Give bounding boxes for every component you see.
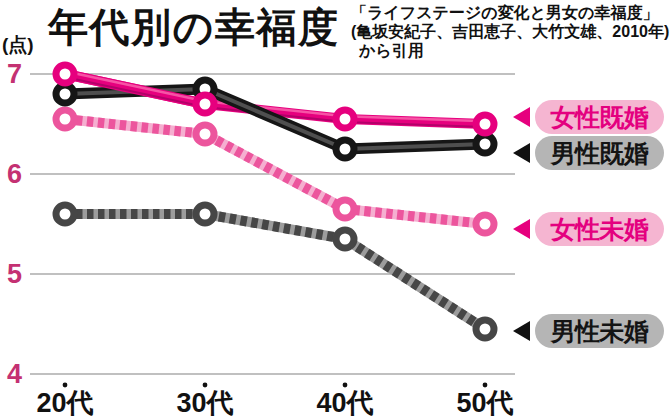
data-point-male-married xyxy=(336,140,354,158)
legend-label-female-single: 女性未婚 xyxy=(535,212,664,246)
series-line-female-single xyxy=(65,119,485,224)
data-point-female-single xyxy=(476,215,494,233)
legend-item-male-married: 男性既婚 xyxy=(513,136,664,170)
x-tick-label: 50代 xyxy=(456,388,513,418)
data-point-female-married xyxy=(336,110,354,128)
data-point-male-single xyxy=(476,320,494,338)
x-tick-label: 40代 xyxy=(316,388,373,418)
x-tick-dot xyxy=(63,383,68,388)
data-point-female-married xyxy=(476,115,494,133)
x-tick-dot xyxy=(203,383,208,388)
legend-arrow-left-icon xyxy=(513,143,530,163)
series-line-male-single xyxy=(65,214,485,329)
data-point-male-single xyxy=(56,205,74,223)
legend-item-female-single: 女性未婚 xyxy=(513,212,664,246)
data-point-female-single xyxy=(336,200,354,218)
legend-arrow-left-icon xyxy=(513,107,530,127)
data-point-female-single xyxy=(196,125,214,143)
y-tick-label: 4 xyxy=(7,359,22,389)
data-point-female-married xyxy=(56,65,74,83)
happiness-chart-page: 年代別の幸福度 「ライフステージの変化と男女の幸福度」 (亀坂安紀子、吉田恵子、… xyxy=(0,0,670,418)
data-point-female-single xyxy=(56,110,74,128)
legend-item-male-single: 男性未婚 xyxy=(513,314,664,348)
data-point-male-single xyxy=(336,230,354,248)
data-point-male-married xyxy=(56,85,74,103)
x-tick-dot xyxy=(483,383,488,388)
legend-label-male-married: 男性既婚 xyxy=(535,136,664,170)
y-tick-label: 5 xyxy=(7,259,22,289)
x-tick-label: 30代 xyxy=(176,388,233,418)
legend-label-female-married: 女性既婚 xyxy=(535,100,664,134)
legend-arrow-left-icon xyxy=(513,219,530,239)
x-tick-dot xyxy=(343,383,348,388)
data-point-female-married xyxy=(196,95,214,113)
y-tick-label: 6 xyxy=(7,159,22,189)
happiness-line-chart: 7 6 5 4 20代 30代 40代 50代 xyxy=(0,0,670,418)
legend-item-female-married: 女性既婚 xyxy=(513,100,664,134)
legend-arrow-left-icon xyxy=(513,321,530,341)
data-point-male-single xyxy=(196,205,214,223)
data-point-male-married xyxy=(476,135,494,153)
y-tick-label: 7 xyxy=(7,59,22,89)
legend-label-male-single: 男性未婚 xyxy=(535,314,664,348)
x-tick-label: 20代 xyxy=(36,388,93,418)
